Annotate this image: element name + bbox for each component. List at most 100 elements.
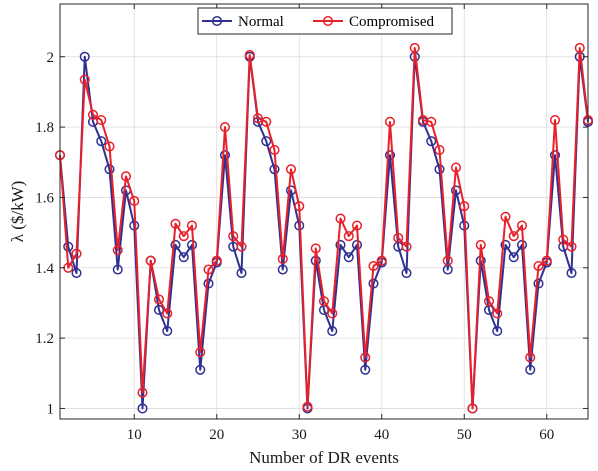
- data-point-compromised: [475, 239, 486, 250]
- data-point-normal: [508, 252, 519, 263]
- data-point-normal: [178, 252, 189, 263]
- data-point-compromised: [211, 255, 222, 266]
- data-point-compromised: [261, 116, 272, 127]
- y-tick-label: 1.6: [35, 190, 54, 206]
- data-point-compromised: [269, 144, 280, 156]
- data-point-compromised: [525, 352, 536, 363]
- x-tick-label: 10: [127, 427, 142, 443]
- data-point-normal: [236, 267, 247, 279]
- data-point-normal: [153, 304, 165, 316]
- data-point-normal: [360, 364, 371, 375]
- series-compromised: [54, 42, 594, 414]
- plot-frame: [59, 3, 589, 420]
- data-point-compromised: [195, 347, 206, 358]
- data-point-compromised: [137, 387, 148, 398]
- data-point-compromised: [294, 201, 305, 212]
- legend-label-normal: Normal: [238, 14, 284, 30]
- data-point-compromised: [327, 308, 338, 319]
- data-point-compromised: [368, 260, 379, 272]
- axis-ticks: 10 20 30 40 50 60 1 1.2 1.4 1.6 1.8 2: [35, 4, 588, 443]
- data-point-compromised: [79, 74, 90, 85]
- data-point-compromised: [228, 231, 239, 242]
- data-point-compromised: [533, 260, 544, 272]
- data-point-compromised: [549, 115, 561, 126]
- series-line-normal: [59, 55, 589, 410]
- data-point-normal: [269, 164, 280, 175]
- data-point-compromised: [302, 401, 313, 412]
- data-point-compromised: [426, 116, 437, 127]
- data-point-compromised: [104, 141, 115, 152]
- data-point-compromised: [186, 220, 198, 231]
- data-point-normal: [401, 267, 412, 279]
- y-tick-label: 1: [47, 401, 55, 417]
- data-point-compromised: [71, 248, 82, 259]
- data-point-compromised: [87, 109, 99, 120]
- data-point-compromised: [236, 241, 247, 252]
- data-point-normal: [500, 239, 511, 250]
- legend-label-compromised: Compromised: [349, 14, 434, 30]
- data-point-compromised: [244, 49, 255, 61]
- legend-marker-compromised: [322, 15, 334, 27]
- data-point-normal: [162, 326, 173, 337]
- y-tick-label: 2: [47, 50, 55, 66]
- data-point-compromised: [112, 245, 123, 256]
- data-point-normal: [170, 239, 181, 250]
- data-point-normal: [384, 150, 396, 161]
- data-point-normal: [549, 150, 561, 161]
- data-point-normal: [525, 364, 536, 375]
- data-point-compromised: [459, 201, 470, 212]
- data-point-compromised: [318, 296, 330, 307]
- data-point-compromised: [541, 255, 552, 266]
- data-point-normal: [335, 239, 346, 250]
- data-point-compromised: [492, 308, 503, 319]
- data-point-normal: [63, 241, 74, 252]
- data-point-normal: [79, 51, 90, 62]
- data-point-normal: [112, 264, 123, 275]
- data-point-normal: [368, 278, 379, 289]
- data-point-compromised: [203, 264, 214, 275]
- y-tick-label: 1.4: [35, 261, 54, 277]
- data-point-compromised: [170, 218, 181, 229]
- data-point-compromised: [574, 42, 585, 54]
- data-point-compromised: [129, 195, 140, 206]
- data-point-normal: [426, 136, 437, 147]
- data-point-normal: [195, 364, 206, 375]
- data-point-normal: [533, 278, 544, 289]
- x-tick-label: 30: [292, 427, 307, 443]
- y-tick-label: 1.8: [35, 120, 54, 136]
- data-point-normal: [434, 164, 445, 175]
- data-point-compromised: [508, 231, 519, 242]
- y-tick-label: 1.2: [35, 331, 54, 347]
- series-line-compromised: [59, 46, 589, 410]
- data-point-compromised: [277, 253, 288, 265]
- series-layer: [54, 42, 594, 414]
- data-point-compromised: [162, 308, 173, 319]
- data-point-compromised: [145, 255, 156, 266]
- y-axis-label: λ ($/kW): [8, 181, 27, 243]
- data-point-compromised: [120, 171, 132, 182]
- data-point-compromised: [409, 42, 420, 54]
- data-point-normal: [96, 136, 107, 147]
- data-point-compromised: [252, 113, 264, 124]
- data-point-compromised: [566, 241, 577, 252]
- data-point-compromised: [483, 296, 495, 307]
- data-point-normal: [261, 136, 272, 147]
- data-point-compromised: [219, 122, 231, 133]
- data-point-compromised: [500, 211, 511, 222]
- x-tick-label: 50: [457, 427, 472, 443]
- data-point-compromised: [558, 234, 569, 245]
- data-point-compromised: [393, 232, 404, 243]
- data-point-compromised: [351, 220, 363, 231]
- data-point-compromised: [401, 241, 412, 252]
- data-point-normal: [566, 267, 577, 279]
- legend: Normal Compromised: [197, 7, 453, 35]
- data-point-compromised: [285, 164, 297, 175]
- data-point-compromised: [442, 255, 453, 266]
- data-point-compromised: [516, 220, 528, 231]
- data-point-normal: [343, 252, 354, 263]
- data-point-normal: [104, 164, 115, 175]
- data-point-compromised: [343, 231, 354, 242]
- data-point-normal: [492, 326, 503, 337]
- data-point-compromised: [178, 231, 189, 242]
- data-point-normal: [71, 267, 82, 279]
